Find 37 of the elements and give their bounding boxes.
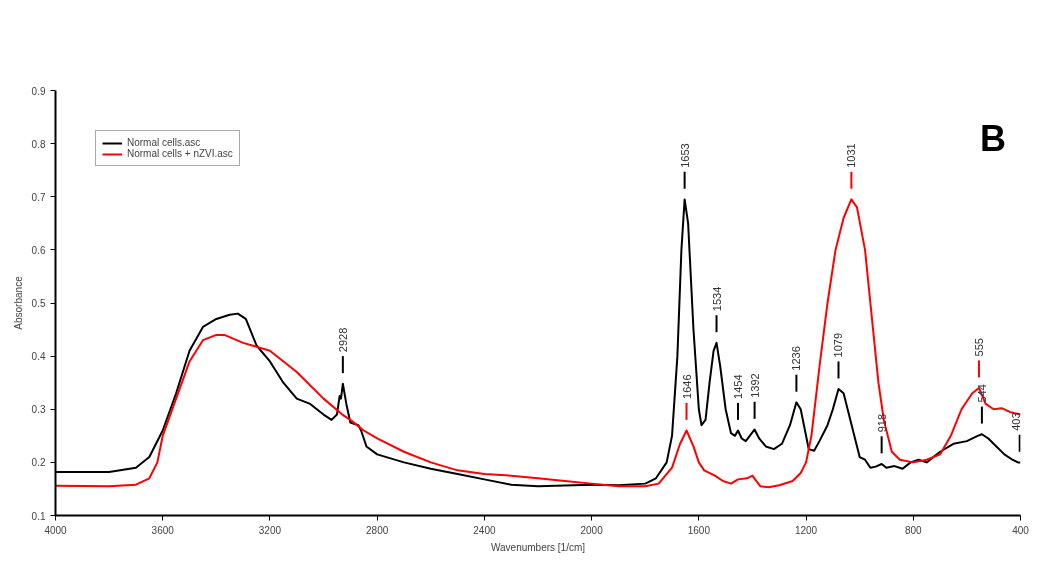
- x-tick-label: 2400: [473, 524, 496, 536]
- y-tick-label: 0.9: [31, 85, 46, 97]
- legend-label: Normal cells.asc: [127, 137, 201, 148]
- annotation: 918: [875, 413, 888, 433]
- y-tick-label: 0.5: [31, 298, 46, 309]
- x-tick-label: 2800: [366, 524, 389, 536]
- x-tick-label: 1600: [687, 524, 711, 536]
- annotation: 1236: [790, 346, 803, 371]
- annotation: 2928: [336, 327, 349, 353]
- legend-label: Normal cells + nZVI.asc: [127, 148, 233, 159]
- annotation: B: [980, 117, 1007, 159]
- annotation: 1534: [710, 286, 723, 312]
- annotation: 1392: [748, 373, 761, 398]
- annotation: 1454: [731, 374, 744, 399]
- x-tick-label: 3600: [151, 524, 175, 536]
- x-axis-title: Wavenumbers [1/cm]: [490, 541, 586, 553]
- annotation: 544: [975, 384, 988, 403]
- annotation: 403: [1009, 412, 1022, 431]
- x-tick-label: 4000: [44, 524, 68, 536]
- x-tick-label: 2000: [580, 524, 604, 536]
- annotation: 1646: [680, 374, 693, 399]
- y-tick-label: 0.3: [31, 404, 46, 416]
- annotation: 1653: [678, 143, 691, 168]
- x-tick-label: 1200: [794, 524, 818, 536]
- annotation: 555: [972, 338, 985, 357]
- x-tick-label: 3200: [258, 524, 282, 536]
- y-tick-label: 0.4: [31, 351, 46, 363]
- annotation: 1031: [845, 143, 858, 168]
- y-axis-title: Absorbance: [12, 275, 24, 330]
- y-tick-label: 0.8: [31, 138, 46, 150]
- x-tick-label: 800: [904, 524, 923, 536]
- x-tick-label: 400: [1012, 524, 1030, 536]
- y-tick-label: 0.1: [31, 510, 46, 522]
- y-tick-label: 0.6: [31, 244, 46, 256]
- y-tick-label: 0.7: [31, 191, 46, 203]
- y-tick-label: 0.2: [31, 457, 46, 469]
- annotation: 1079: [832, 332, 845, 358]
